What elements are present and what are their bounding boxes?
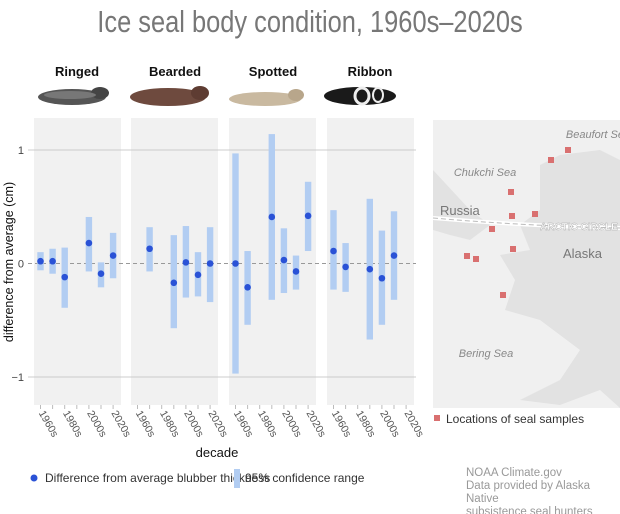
point-ribbon-1990s xyxy=(366,265,374,273)
map-label-arctic-circle: ARCTIC CIRCLE xyxy=(540,222,618,233)
x-tick-label: 2020s xyxy=(206,409,231,440)
point-ringed-2000s xyxy=(85,239,93,247)
legend-range-icon xyxy=(234,469,240,488)
point-spotted-2010s xyxy=(292,268,300,275)
species-label-ringed: Ringed xyxy=(54,64,100,79)
y-tick-label: 1 xyxy=(18,145,24,157)
point-spotted-1960s xyxy=(232,260,239,267)
y-axis-label: difference from average (cm) xyxy=(2,182,16,342)
x-tick-label: 2000s xyxy=(279,409,304,440)
sample-location-marker xyxy=(464,253,470,259)
x-tick-label: 2000s xyxy=(377,409,402,440)
sample-location-marker xyxy=(565,147,571,153)
point-ringed-2010s xyxy=(97,270,105,278)
x-tick-label: 2000s xyxy=(84,409,109,440)
point-ribbon-2010s xyxy=(390,252,398,259)
sample-location-marker xyxy=(532,211,538,217)
y-tick-label: 0 xyxy=(18,259,24,271)
bearded-seal-image xyxy=(130,86,209,106)
point-ribbon-2000s xyxy=(378,274,386,282)
chart-title: Ice seal body condition, 1960s–2020s xyxy=(97,4,523,39)
point-bearded-2000s xyxy=(182,259,190,266)
x-tick-label: 1980s xyxy=(157,409,182,440)
sample-location-marker xyxy=(508,189,514,195)
x-tick-label: 2020s xyxy=(304,409,329,440)
point-bearded-1990s xyxy=(170,279,178,287)
point-spotted-1970s xyxy=(244,284,251,291)
ribbon-seal-image xyxy=(324,86,396,106)
point-spotted-2000s xyxy=(280,256,288,264)
point-bearded-2020s xyxy=(206,260,214,267)
x-tick-label: 1960s xyxy=(329,409,354,440)
x-tick-label: 1980s xyxy=(60,409,85,440)
x-tick-label: 1980s xyxy=(353,409,378,440)
point-bearded-2010s xyxy=(194,271,202,279)
species-label-spotted: Spotted xyxy=(248,64,298,79)
credit-line: Data provided by Alaska Native xyxy=(466,480,591,505)
sample-location-marker xyxy=(500,292,506,298)
map-label-alaska: Alaska xyxy=(563,246,603,261)
map-label-chukchi: Chukchi Sea xyxy=(454,167,516,179)
point-ribbon-1960s xyxy=(330,247,337,255)
species-label-ribbon: Ribbon xyxy=(347,64,393,79)
panel-ringed xyxy=(34,118,121,405)
point-ribbon-1970s xyxy=(342,263,349,271)
sample-location-marker xyxy=(510,246,516,252)
legend-range-label: 95% confidence range xyxy=(245,471,365,485)
x-tick-label: 1960s xyxy=(133,409,158,440)
sample-location-marker xyxy=(489,226,495,232)
point-bearded-1970s xyxy=(146,245,153,253)
x-axis-label: decade xyxy=(196,445,239,460)
sample-location-marker xyxy=(548,157,554,163)
credit: NOAA Climate.gov Data provided by Alaska… xyxy=(466,467,620,514)
x-tick-label: 1960s xyxy=(231,409,256,440)
map-label-russia: Russia xyxy=(440,203,481,218)
credit-line: subsistence seal hunters xyxy=(466,506,593,514)
credit-line: NOAA Climate.gov xyxy=(466,467,562,479)
x-tick-label: 1980s xyxy=(255,409,280,440)
point-ringed-1980s xyxy=(61,273,68,281)
point-ringed-1960s xyxy=(37,257,44,265)
species-label-bearded: Bearded xyxy=(148,64,202,79)
point-spotted-1990s xyxy=(268,213,276,221)
spotted-seal-image xyxy=(229,89,304,106)
y-tick-label: −1 xyxy=(11,372,24,384)
legend-dot-icon xyxy=(30,474,38,482)
x-tick-label: 2000s xyxy=(181,409,206,440)
point-spotted-2020s xyxy=(304,212,312,220)
map: Beaufort Sea Chukchi Sea Russia ARCTIC C… xyxy=(432,120,620,426)
map-label-beaufort: Beaufort Sea xyxy=(566,129,620,141)
sample-location-marker xyxy=(473,256,479,262)
x-tick-label: 2020s xyxy=(109,409,134,440)
map-legend-label: Locations of seal samples xyxy=(446,412,584,426)
map-legend-marker xyxy=(434,415,440,421)
point-ringed-1970s xyxy=(49,257,56,265)
map-label-bering: Bering Sea xyxy=(459,348,513,360)
x-tick-label: 1960s xyxy=(36,409,61,440)
legend-point-label: Difference from average blubber thicknes… xyxy=(45,471,270,485)
x-tick-label: 2020s xyxy=(402,409,427,440)
point-ringed-2020s xyxy=(109,252,117,259)
sample-location-marker xyxy=(509,213,515,219)
ringed-seal-image xyxy=(38,87,109,105)
